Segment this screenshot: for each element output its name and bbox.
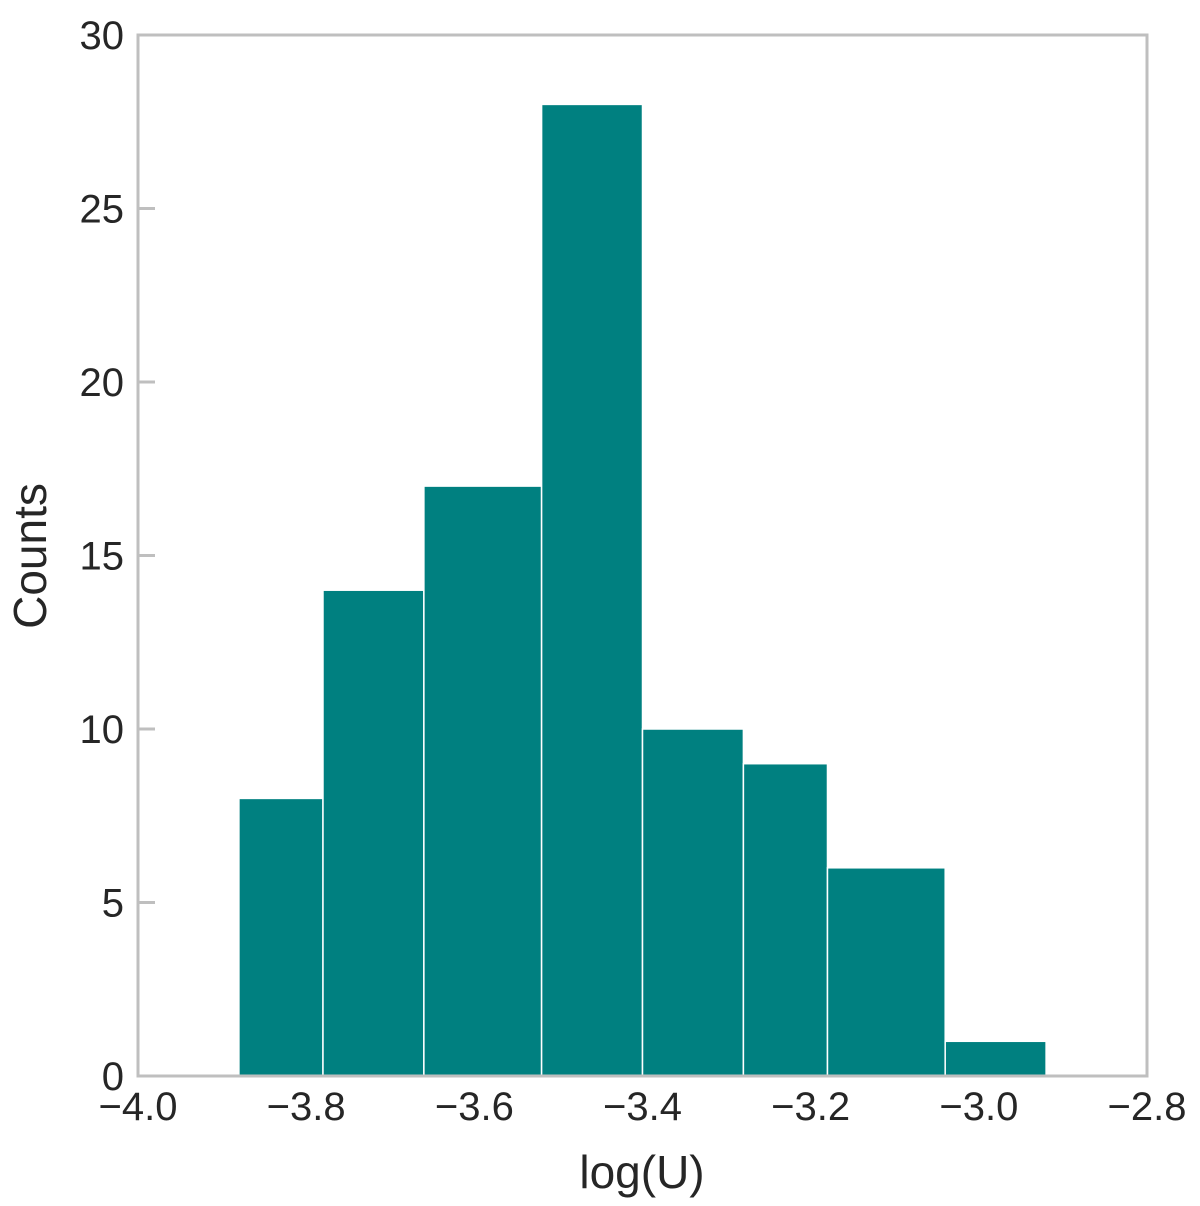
histogram-bars: [238, 103, 1047, 1077]
histogram-bar-7: [826, 867, 946, 1077]
y-tick-label: 30: [80, 14, 125, 58]
x-tick-label: −3.6: [435, 1085, 514, 1129]
x-tick-label: −2.8: [1108, 1085, 1187, 1129]
histogram-bar-8: [944, 1040, 1047, 1077]
y-tick-label: 20: [80, 361, 125, 405]
x-tick-label: −3.0: [939, 1085, 1018, 1129]
y-tick-label: 25: [80, 188, 125, 232]
x-tick-label: −3.8: [267, 1085, 346, 1129]
histogram-bar-5: [641, 728, 745, 1077]
y-axis-label: Counts: [4, 483, 56, 629]
x-axis-label: log(U): [579, 1146, 704, 1198]
y-tick-label: 0: [102, 1055, 124, 1099]
histogram-bar-1: [238, 797, 324, 1077]
x-tick-label: −3.2: [771, 1085, 850, 1129]
histogram-bar-6: [742, 762, 829, 1077]
histogram-bar-3: [423, 485, 543, 1077]
y-tick-label: 15: [80, 535, 125, 579]
y-tick-label: 10: [80, 708, 125, 752]
x-tick-label: −4.0: [99, 1085, 178, 1129]
histogram-bar-4: [540, 103, 644, 1077]
y-tick-label: 5: [102, 882, 124, 926]
histogram-bar-2: [322, 589, 425, 1077]
x-tick-label: −3.4: [603, 1085, 682, 1129]
axis-ticks: 0 5 10 15 20 25 30 −4.0 −3.8 −3.6 −3.4 −3.2 −3.0 −2.8: [80, 14, 1187, 1129]
